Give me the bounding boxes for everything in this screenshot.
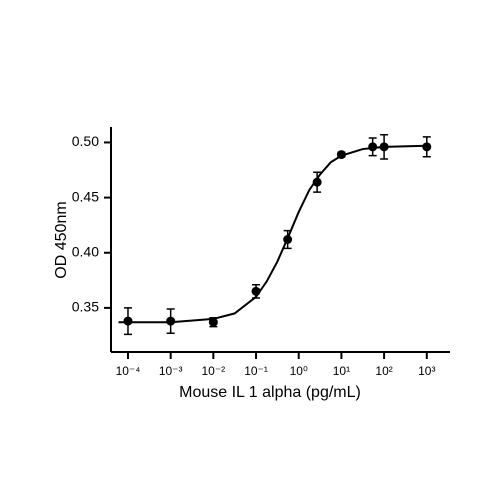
data-point bbox=[312, 177, 322, 187]
fit-curve bbox=[118, 144, 427, 324]
y-tick-label: 0.35 bbox=[72, 299, 99, 315]
x-tick-label: 10³ bbox=[418, 364, 435, 378]
x-tick-label: 10⁻³ bbox=[159, 364, 183, 378]
x-tick-label: 10² bbox=[375, 364, 392, 378]
data-point bbox=[166, 316, 176, 326]
x-tick-label: 10⁻⁴ bbox=[116, 364, 141, 378]
data-point bbox=[123, 316, 133, 326]
x-tick-label: 10⁻¹ bbox=[244, 364, 268, 378]
x-tick-label: 10¹ bbox=[333, 364, 350, 378]
x-tick-label: 10⁻² bbox=[202, 364, 226, 378]
x-axis-label: Mouse IL 1 alpha (pg/mL) bbox=[179, 384, 361, 401]
y-tick-label: 0.40 bbox=[72, 243, 99, 259]
y-axis-label: OD 450nm bbox=[53, 201, 70, 278]
y-tick-label: 0.50 bbox=[72, 133, 99, 149]
data-point bbox=[422, 142, 432, 152]
y-tick-label: 0.45 bbox=[72, 188, 99, 204]
x-tick-label: 10⁰ bbox=[290, 364, 308, 378]
